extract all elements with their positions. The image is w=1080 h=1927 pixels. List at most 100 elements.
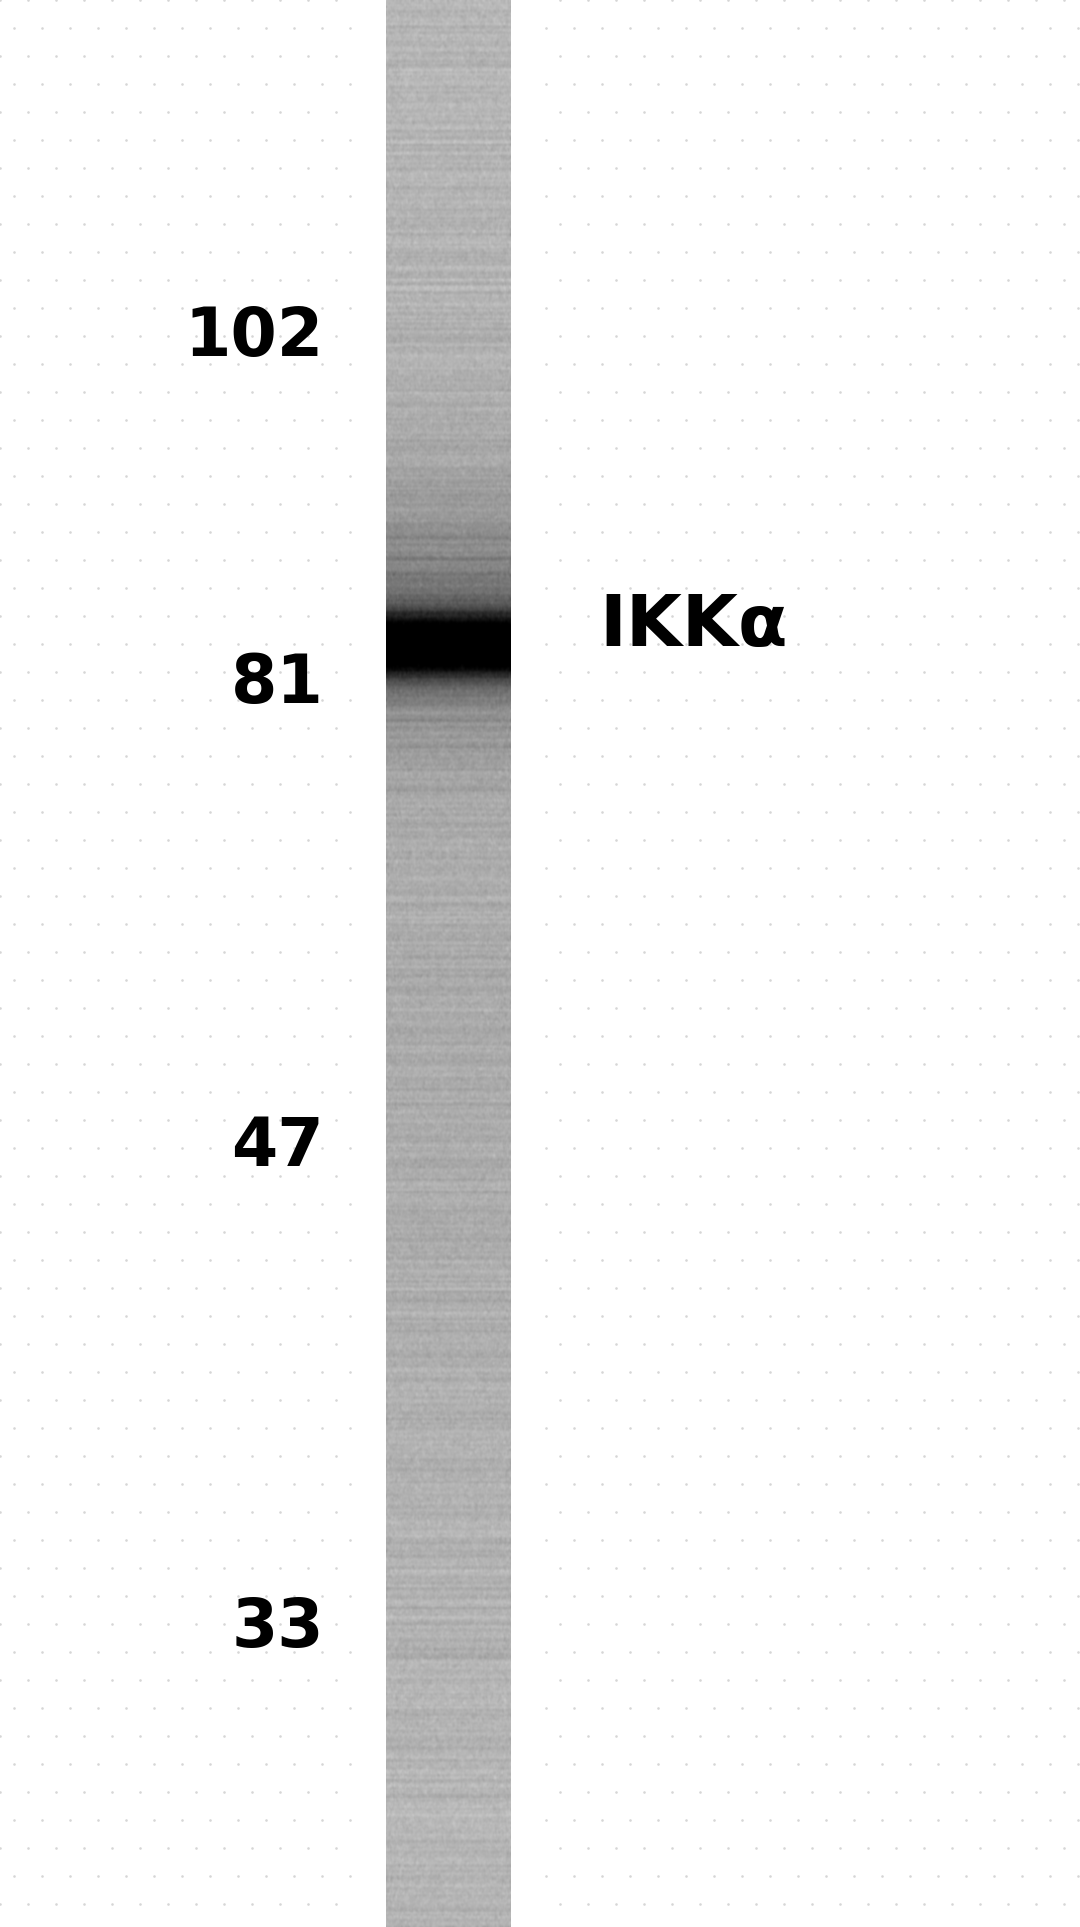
Point: [607, 545, 624, 576]
Point: [719, 320, 737, 351]
Point: [930, 1133, 947, 1164]
Point: [341, 1357, 359, 1387]
Point: [888, 320, 905, 351]
Point: [257, 1077, 274, 1108]
Point: [1069, 461, 1080, 491]
Point: [5, 684, 23, 715]
Point: [341, 13, 359, 44]
Point: [1055, 96, 1072, 127]
Point: [62, 516, 79, 547]
Point: [705, 237, 723, 268]
Point: [146, 125, 163, 156]
Point: [677, 1357, 694, 1387]
Point: [33, 293, 51, 324]
Point: [930, 852, 947, 883]
Point: [677, 740, 694, 771]
Point: [775, 1048, 793, 1079]
Point: [174, 1412, 191, 1443]
Point: [257, 1917, 274, 1927]
Point: [874, 1133, 891, 1164]
Point: [552, 1665, 569, 1696]
Point: [33, 1412, 51, 1443]
Point: [747, 264, 765, 295]
Point: [775, 937, 793, 967]
Point: [930, 1804, 947, 1835]
Point: [943, 0, 960, 15]
Point: [971, 152, 988, 183]
Point: [76, 96, 93, 127]
Point: [174, 1861, 191, 1892]
Point: [62, 796, 79, 827]
Point: [132, 713, 149, 744]
Point: [174, 1580, 191, 1611]
Point: [860, 545, 877, 576]
Point: [174, 1692, 191, 1723]
Point: [789, 349, 807, 380]
Point: [48, 825, 65, 856]
Point: [146, 69, 163, 100]
Point: [719, 1104, 737, 1135]
Point: [33, 405, 51, 436]
Point: [215, 1160, 232, 1191]
Point: [19, 96, 37, 127]
Point: [691, 1048, 708, 1079]
Point: [747, 1609, 765, 1640]
Point: [1041, 1357, 1058, 1387]
Point: [90, 1468, 107, 1499]
Point: [0, 657, 9, 688]
Point: [19, 1386, 37, 1416]
Point: [677, 1804, 694, 1835]
Point: [1027, 769, 1044, 800]
Point: [104, 769, 121, 800]
Point: [48, 376, 65, 407]
Point: [888, 657, 905, 688]
Point: [1041, 684, 1058, 715]
Point: [985, 1189, 1002, 1220]
Point: [1013, 237, 1030, 268]
Point: [5, 1636, 23, 1667]
Point: [229, 1189, 246, 1220]
Point: [132, 1665, 149, 1696]
Point: [593, 1524, 610, 1555]
Point: [132, 432, 149, 462]
Point: [804, 1441, 821, 1472]
Point: [201, 1692, 218, 1723]
Point: [565, 684, 582, 715]
Point: [846, 1524, 863, 1555]
Point: [271, 152, 288, 183]
Point: [705, 1692, 723, 1723]
Point: [1013, 910, 1030, 940]
Point: [243, 1777, 260, 1808]
Point: [1027, 1328, 1044, 1359]
Point: [160, 1777, 177, 1808]
Point: [313, 13, 330, 44]
Point: [860, 1665, 877, 1696]
Point: [677, 1524, 694, 1555]
Point: [1027, 1216, 1044, 1247]
Point: [104, 1609, 121, 1640]
Point: [607, 769, 624, 800]
Point: [187, 489, 204, 520]
Point: [90, 1189, 107, 1220]
Point: [229, 69, 246, 100]
Point: [930, 965, 947, 996]
Point: [1041, 852, 1058, 883]
Point: [90, 237, 107, 268]
Point: [90, 181, 107, 212]
Point: [888, 1048, 905, 1079]
Point: [257, 1692, 274, 1723]
Point: [1041, 1468, 1058, 1499]
Point: [76, 1888, 93, 1919]
Point: [635, 1888, 652, 1919]
Point: [118, 1021, 135, 1052]
Point: [118, 965, 135, 996]
Point: [818, 740, 835, 771]
Point: [313, 684, 330, 715]
Point: [538, 910, 555, 940]
Point: [789, 1580, 807, 1611]
Point: [19, 1160, 37, 1191]
Point: [916, 825, 933, 856]
Point: [818, 1636, 835, 1667]
Point: [593, 1804, 610, 1835]
Point: [538, 1189, 555, 1220]
